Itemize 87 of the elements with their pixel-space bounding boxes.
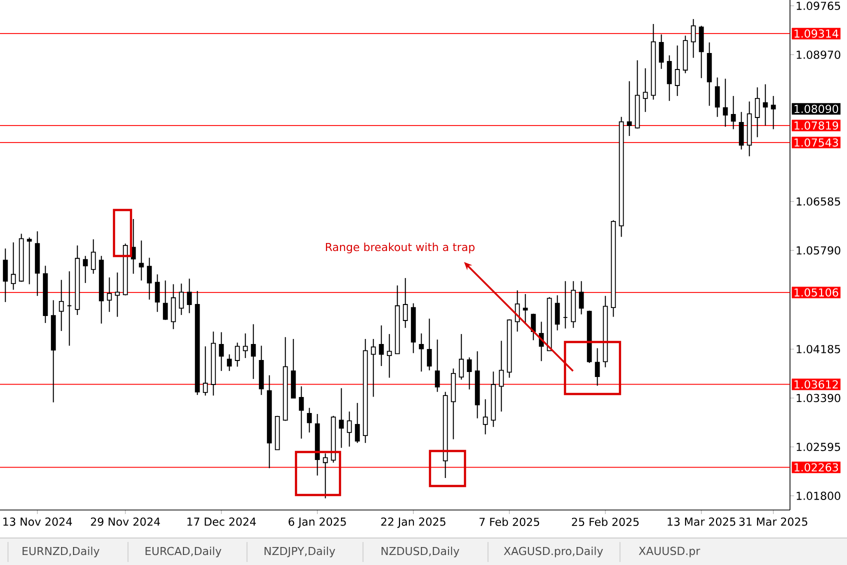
text: XAGUSD.pro,Daily <box>504 546 603 558</box>
y-tick-label: 1.05790 <box>796 246 840 255</box>
candlestick <box>242 332 248 359</box>
candlestick <box>674 45 680 96</box>
text: NZDJPY,Daily <box>264 546 336 558</box>
text: EURCAD,Daily <box>146 546 222 558</box>
candlestick <box>146 257 152 300</box>
x-tick-label: 22 Jan 2025 <box>381 518 446 528</box>
candlestick <box>666 54 672 102</box>
ref-line-label: 1.07543 <box>794 138 838 147</box>
candlestick <box>418 332 424 372</box>
candlestick <box>690 18 696 58</box>
candlestick <box>730 95 736 130</box>
x-tick-label: 13 Nov 2024 <box>3 518 72 526</box>
candlestick <box>170 284 176 330</box>
candlestick <box>106 276 112 312</box>
candlestick <box>162 280 168 320</box>
text: 1.08090 <box>794 104 838 114</box>
candlestick <box>642 68 648 112</box>
y-tick-label: 1.01800 <box>796 492 840 500</box>
candlestick <box>658 34 664 70</box>
x-tick-label: 7 Feb 2025 <box>480 518 540 526</box>
candlestick <box>762 84 768 126</box>
ref-line-label: 1.03612 <box>794 380 838 389</box>
candlestick <box>226 354 232 372</box>
annotation: Range breakout with a trap <box>326 242 475 254</box>
candlestick <box>594 348 600 386</box>
candlestick <box>386 334 392 378</box>
candlestick <box>2 248 8 303</box>
x-tick-label: 31 Mar 2025 <box>739 518 808 526</box>
candlestick <box>202 346 208 396</box>
candlestick <box>466 356 472 390</box>
candlestick <box>434 339 440 392</box>
ref-line-label: 1.05106 <box>794 288 838 297</box>
y-tick-label: 1.06585 <box>796 197 840 206</box>
text: EURNZD,Daily <box>22 546 100 558</box>
candlestick <box>154 274 160 312</box>
candlestick <box>578 280 584 315</box>
candlestick <box>250 324 256 380</box>
candlestick <box>82 255 88 284</box>
text: XAUUSD.pr <box>638 546 700 558</box>
candlestick <box>218 332 224 372</box>
candlestick <box>426 318 432 371</box>
candlestick <box>178 283 184 316</box>
candlestick <box>770 95 776 130</box>
candlestick <box>26 236 32 285</box>
x-tick-label: 6 Jan 2025 <box>288 518 346 528</box>
candlestick <box>722 78 728 128</box>
candlestick <box>10 242 16 290</box>
y-tick-label: 1.09765 <box>796 2 840 10</box>
candlestick <box>370 338 376 398</box>
ref-line-label: 1.02263 <box>794 463 838 472</box>
y-tick-label: 1.02595 <box>796 442 840 452</box>
candlestick <box>298 386 304 440</box>
x-tick-label: 13 Mar 2025 <box>668 518 736 526</box>
candlestick <box>58 279 64 332</box>
candlestick <box>522 294 528 324</box>
candlestick <box>498 340 504 412</box>
candlestick <box>482 398 488 435</box>
x-tick-label: 17 Dec 2024 <box>187 518 256 526</box>
candlestick <box>554 294 560 331</box>
candlestick <box>754 86 760 138</box>
candlestick <box>354 402 360 444</box>
candlestick <box>458 334 464 380</box>
candlestick <box>738 111 744 150</box>
candlestick <box>234 342 240 368</box>
candlestick <box>346 411 352 448</box>
candlestick <box>530 313 536 341</box>
candlestick <box>322 452 328 499</box>
candlestick <box>186 278 192 314</box>
candlestick <box>714 77 720 118</box>
candlestick <box>306 407 312 433</box>
candlestick <box>338 388 344 448</box>
x-tick-label: 25 Feb 2025 <box>572 518 639 526</box>
candlestick <box>138 240 144 282</box>
candlestick <box>626 80 632 136</box>
candlestick <box>402 278 408 328</box>
y-tick-label: 1.04185 <box>796 344 840 354</box>
ref-line-label: 1.09314 <box>794 29 838 38</box>
y-tick-label: 1.03390 <box>796 394 840 402</box>
x-tick-label: 29 Nov 2024 <box>90 518 160 526</box>
candlestick <box>114 272 120 318</box>
candlestick <box>378 324 384 367</box>
text: NZDUSD,Daily <box>382 546 460 558</box>
candlestick <box>90 238 96 274</box>
y-tick-label: 1.08970 <box>796 50 840 59</box>
ref-line-label: 1.07819 <box>794 121 838 130</box>
